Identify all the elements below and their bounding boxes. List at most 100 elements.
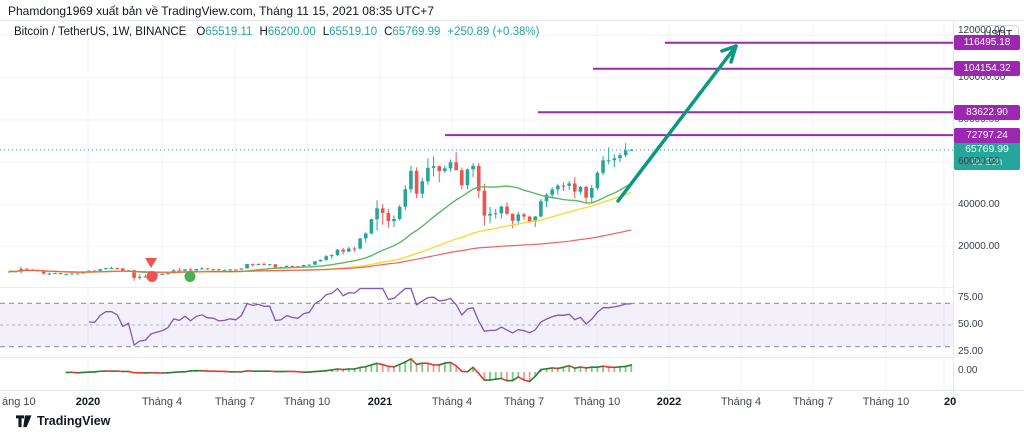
- candle-body: [137, 276, 142, 278]
- momentum-line: [528, 375, 537, 383]
- trend-arrow-head: [729, 44, 738, 64]
- momentum-line: [415, 362, 424, 366]
- candle-body: [403, 189, 408, 207]
- candle-body: [561, 185, 566, 187]
- candle-body: [341, 249, 345, 252]
- candle-body: [527, 216, 532, 222]
- tradingview-logo-icon: [16, 414, 32, 427]
- momentum-line: [540, 368, 548, 371]
- momentum-line: [444, 361, 452, 364]
- momentum-line: [319, 369, 328, 373]
- momentum-line: [353, 366, 361, 370]
- ma-fast-line: [9, 182, 632, 274]
- green-dot-marker[interactable]: [184, 271, 196, 282]
- candle-body: [460, 170, 464, 186]
- candle-body: [567, 183, 571, 186]
- currency-toggle-button[interactable]: USDT: [977, 25, 1019, 43]
- momentum-line: [376, 362, 384, 366]
- momentum-line: [562, 364, 570, 369]
- candle-body: [550, 189, 554, 195]
- candle-body: [87, 270, 91, 272]
- candle-body: [205, 268, 210, 270]
- candle-body: [516, 214, 521, 221]
- candle-body: [75, 273, 80, 275]
- candle-body: [307, 264, 312, 266]
- candle-body: [70, 273, 74, 275]
- candle-body: [595, 172, 600, 189]
- candle-body: [363, 233, 368, 239]
- momentum-line: [596, 365, 604, 368]
- candle-body: [414, 170, 419, 194]
- momentum-line: [568, 364, 576, 369]
- candle-body: [533, 216, 538, 222]
- momentum-line: [489, 378, 497, 381]
- red-dot-marker[interactable]: [146, 271, 158, 282]
- momentum-line: [410, 358, 418, 366]
- momentum-line: [438, 362, 446, 366]
- momentum-line: [331, 368, 339, 371]
- candle-body: [375, 208, 379, 220]
- candle-body: [104, 268, 108, 270]
- trend-arrow-head: [720, 44, 738, 53]
- candle-body: [471, 165, 475, 170]
- momentum-line: [93, 370, 101, 373]
- candle-body: [437, 166, 441, 172]
- candle-body: [431, 166, 436, 168]
- momentum-line: [624, 364, 633, 368]
- candle-body: [267, 264, 272, 266]
- momentum-line: [579, 366, 587, 369]
- candle-body: [290, 265, 295, 267]
- momentum-line: [517, 376, 525, 381]
- sell-triangle-marker[interactable]: [145, 258, 157, 268]
- candle-body: [228, 269, 232, 271]
- tradingview-logo-text: TradingView: [37, 414, 111, 428]
- momentum-line: [127, 370, 135, 374]
- candle-body: [386, 212, 391, 222]
- tradingview-logo[interactable]: TradingView: [16, 414, 110, 428]
- momentum-line: [494, 377, 503, 380]
- candle-body: [160, 273, 165, 275]
- momentum-line: [240, 370, 248, 373]
- momentum-line: [573, 366, 582, 369]
- momentum-line: [398, 361, 407, 366]
- candle-body: [324, 256, 328, 260]
- candle-body: [369, 219, 374, 234]
- candle-body: [98, 269, 102, 271]
- trend-arrow[interactable]: [616, 44, 738, 203]
- candle-body: [273, 264, 278, 268]
- candle-body: [41, 271, 46, 274]
- momentum-line: [387, 365, 395, 368]
- momentum-line: [477, 372, 486, 381]
- momentum-line: [393, 363, 401, 368]
- candle-body: [612, 158, 617, 161]
- momentum-line: [511, 376, 520, 382]
- momentum-line: [167, 371, 175, 374]
- momentum-line: [602, 365, 610, 368]
- candle-body: [121, 268, 125, 271]
- candle-body: [250, 264, 255, 266]
- candle-body: [352, 248, 357, 250]
- candle-body: [200, 268, 204, 270]
- candle-body: [465, 169, 470, 186]
- candle-body: [544, 194, 549, 202]
- momentum-line: [184, 369, 192, 373]
- momentum-line: [359, 365, 367, 369]
- momentum-line: [364, 364, 373, 368]
- candle-body: [556, 185, 560, 190]
- candle-body: [47, 273, 52, 275]
- candle-body: [409, 170, 413, 190]
- candle-body: [510, 213, 515, 221]
- candle-body: [64, 273, 69, 275]
- candle-body: [115, 268, 119, 270]
- candle-body: [211, 269, 215, 271]
- candle-body: [606, 160, 611, 162]
- candle-body: [629, 149, 634, 151]
- rsi-line: [88, 287, 632, 347]
- candle-body: [426, 167, 430, 182]
- candle-body: [262, 263, 266, 265]
- momentum-line: [381, 363, 390, 368]
- momentum-line: [551, 367, 559, 370]
- candle-body: [347, 248, 351, 252]
